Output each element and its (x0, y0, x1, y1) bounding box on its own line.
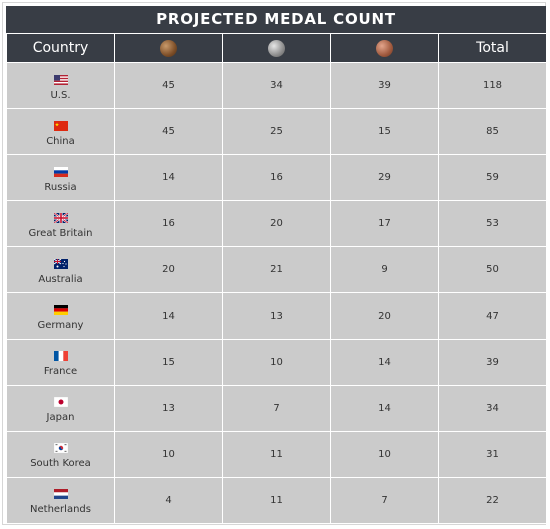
table-row: Australia 20 21 9 50 (6, 246, 547, 294)
country-name: Russia (44, 181, 77, 193)
country-cell: Japan (6, 384, 115, 432)
total-count: 47 (438, 292, 547, 340)
south-korea-flag-icon (53, 443, 68, 454)
gold-count: 14 (114, 292, 223, 340)
country-cell: South Korea (6, 430, 115, 478)
country-name: Australia (38, 273, 83, 285)
total-column-header: Total (438, 33, 547, 63)
country-cell: Netherlands (6, 476, 115, 525)
gold-count: 20 (114, 246, 223, 294)
country-cell: Germany (6, 292, 115, 340)
country-name: Germany (37, 320, 84, 332)
country-name: Japan (46, 412, 75, 424)
silver-count: 16 (222, 154, 331, 202)
gold-count: 15 (114, 338, 223, 386)
uk-flag-icon (53, 212, 68, 223)
table-row: South Korea 10 11 10 31 (6, 430, 547, 478)
total-count: 53 (438, 200, 547, 248)
country-cell: Australia (6, 246, 115, 294)
country-name: China (46, 135, 75, 147)
country-cell: China (6, 108, 115, 156)
table-row: Japan 13 7 14 34 (6, 384, 547, 432)
country-name: Great Britain (28, 227, 93, 239)
medal-table: Country Total U.S. 45 34 39 118 (6, 33, 547, 525)
total-count: 59 (438, 154, 547, 202)
bronze-column-header (330, 33, 439, 63)
bronze-count: 17 (330, 200, 439, 248)
silver-count: 21 (222, 246, 331, 294)
gold-column-header (114, 33, 223, 63)
gold-count: 45 (114, 108, 223, 156)
silver-count: 11 (222, 476, 331, 525)
france-flag-icon (53, 351, 68, 362)
silver-count: 20 (222, 200, 331, 248)
total-count: 85 (438, 108, 547, 156)
bronze-count: 9 (330, 246, 439, 294)
country-name: Netherlands (30, 504, 91, 516)
bronze-count: 10 (330, 430, 439, 478)
japan-flag-icon (53, 397, 68, 408)
country-cell: Russia (6, 154, 115, 202)
table-title: PROJECTED MEDAL COUNT (6, 6, 546, 33)
country-cell: U.S. (6, 61, 115, 110)
netherlands-flag-icon (53, 489, 68, 500)
table-row: Netherlands 4 11 7 22 (6, 476, 547, 525)
silver-count: 10 (222, 338, 331, 386)
usa-flag-icon (53, 74, 68, 85)
silver-medal-icon (268, 39, 285, 57)
total-count: 39 (438, 338, 547, 386)
bronze-count: 20 (330, 292, 439, 340)
bronze-count: 14 (330, 338, 439, 386)
gold-count: 10 (114, 430, 223, 478)
australia-flag-icon (53, 258, 68, 269)
bronze-count: 7 (330, 476, 439, 525)
gold-count: 4 (114, 476, 223, 525)
total-count: 31 (438, 430, 547, 478)
bronze-count: 29 (330, 154, 439, 202)
table-row: China 45 25 15 85 (6, 108, 547, 156)
bronze-count: 15 (330, 108, 439, 156)
country-name: South Korea (30, 458, 91, 470)
russia-flag-icon (53, 166, 68, 177)
bronze-medal-icon (376, 39, 393, 57)
silver-count: 11 (222, 430, 331, 478)
gold-medal-icon (160, 39, 177, 57)
table-row: Russia 14 16 29 59 (6, 154, 547, 202)
silver-count: 7 (222, 384, 331, 432)
country-name: U.S. (50, 89, 71, 101)
china-flag-icon (53, 120, 68, 131)
gold-count: 45 (114, 61, 223, 110)
total-count: 34 (438, 384, 547, 432)
country-column-header: Country (6, 33, 115, 63)
table-row: Germany 14 13 20 47 (6, 292, 547, 340)
germany-flag-icon (53, 305, 68, 316)
country-cell: Great Britain (6, 200, 115, 248)
gold-count: 14 (114, 154, 223, 202)
table-row: U.S. 45 34 39 118 (6, 61, 547, 110)
total-count: 118 (438, 61, 547, 110)
bronze-count: 14 (330, 384, 439, 432)
total-count: 22 (438, 476, 547, 525)
gold-count: 16 (114, 200, 223, 248)
silver-count: 13 (222, 292, 331, 340)
total-count: 50 (438, 246, 547, 294)
table-row: France 15 10 14 39 (6, 338, 547, 386)
country-cell: France (6, 338, 115, 386)
country-name: France (43, 366, 78, 378)
gold-count: 13 (114, 384, 223, 432)
silver-count: 34 (222, 61, 331, 110)
bronze-count: 39 (330, 61, 439, 110)
table-row: Great Britain 16 20 17 53 (6, 200, 547, 248)
silver-column-header (222, 33, 331, 63)
header-row: Country Total (6, 33, 547, 63)
silver-count: 25 (222, 108, 331, 156)
